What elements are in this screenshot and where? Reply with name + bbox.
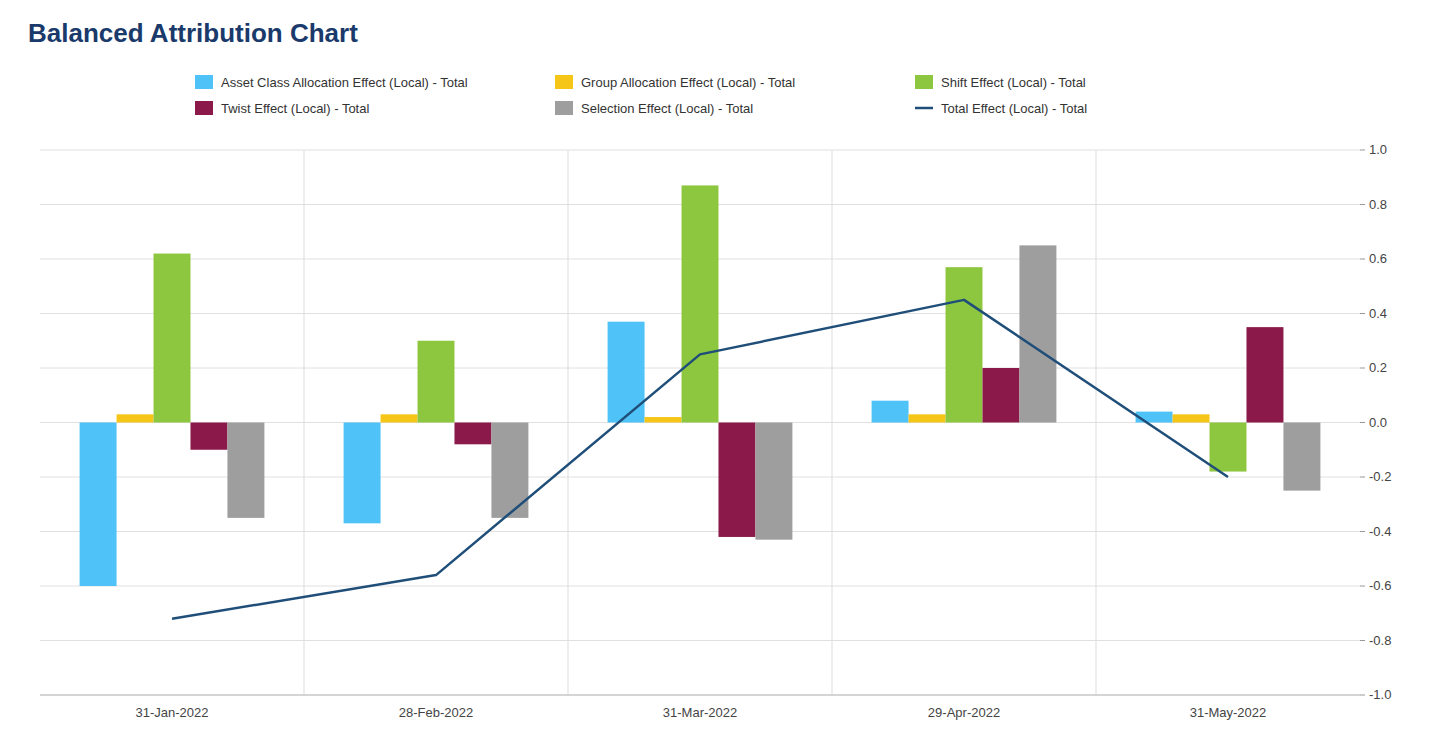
- y-tick-label: 0.4: [1369, 306, 1387, 321]
- bar: [946, 267, 983, 422]
- legend-item: Twist Effect (Local) - Total: [195, 101, 369, 116]
- x-axis: 31-Jan-2022 28-Feb-2022 31-Mar-2022 29-Apr-…: [40, 695, 1360, 720]
- legend-label: Twist Effect (Local) - Total: [221, 101, 369, 116]
- grid-line: [40, 531, 1360, 532]
- x-tick-label: 31-Mar-2022: [663, 705, 737, 720]
- y-tick: [1360, 586, 1365, 587]
- bar: [872, 401, 909, 423]
- legend-item: Selection Effect (Local) - Total: [555, 101, 753, 116]
- x-tick-label: 28-Feb-2022: [399, 705, 473, 720]
- bar: [454, 423, 491, 445]
- bar: [755, 423, 792, 540]
- chart: Balanced Attribution Chart -1.0 -0.8 -0.6 -0…: [0, 0, 1430, 750]
- y-tick-label: -1.0: [1369, 687, 1391, 702]
- y-tick: [1360, 368, 1365, 369]
- bar: [344, 423, 381, 524]
- bar: [909, 414, 946, 422]
- x-tick-label: 31-May-2022: [1190, 705, 1267, 720]
- line: [172, 300, 1228, 619]
- legend-swatch: [915, 107, 933, 110]
- group-separator: [1096, 150, 1097, 695]
- bar: [718, 423, 755, 537]
- title: Balanced Attribution Chart: [28, 18, 358, 48]
- legend: Asset Class Allocation Effect (Local) - …: [195, 75, 1087, 116]
- y-tick: [1360, 259, 1365, 260]
- plot-area: [80, 185, 1321, 618]
- grid-line: [40, 150, 1360, 151]
- grid-line: [40, 640, 1360, 641]
- group-separator: [832, 150, 833, 695]
- bar: [154, 254, 191, 423]
- y-tick: [1360, 204, 1365, 205]
- y-tick-label: -0.8: [1369, 633, 1391, 648]
- grid-line: [40, 695, 1360, 696]
- y-tick-label: -0.4: [1369, 524, 1391, 539]
- legend-label: Shift Effect (Local) - Total: [941, 75, 1086, 90]
- y-tick-label: 0.0: [1369, 415, 1387, 430]
- legend-swatch: [195, 101, 213, 115]
- y-tick: [1360, 477, 1365, 478]
- bar-series: [190, 327, 1283, 537]
- bar-series: [80, 322, 1173, 586]
- bar: [381, 414, 418, 422]
- legend-item: Shift Effect (Local) - Total: [915, 75, 1086, 90]
- bar: [190, 423, 227, 450]
- bar-series: [227, 245, 1320, 539]
- bar: [1019, 245, 1056, 422]
- bar: [227, 423, 264, 518]
- y-tick-label: 0.8: [1369, 197, 1387, 212]
- legend-swatch: [555, 75, 573, 89]
- y-tick-label: 1.0: [1369, 142, 1387, 157]
- legend-label: Selection Effect (Local) - Total: [581, 101, 753, 116]
- x-tick-label: 29-Apr-2022: [928, 705, 1000, 720]
- y-tick: [1360, 150, 1365, 151]
- y-axis: -1.0 -0.8 -0.6 -0.4 -0.2 0.0 0.2 0.4 0.6 0.8 1.0: [1360, 142, 1391, 702]
- bar: [645, 417, 682, 422]
- bar: [1173, 414, 1210, 422]
- bar: [982, 368, 1019, 423]
- y-tick-label: -0.2: [1369, 469, 1391, 484]
- x-axis-line: [40, 695, 1360, 696]
- bar: [418, 341, 455, 423]
- legend-item: Asset Class Allocation Effect (Local) - …: [195, 75, 468, 90]
- legend-label: Group Allocation Effect (Local) - Total: [581, 75, 795, 90]
- legend-label: Total Effect (Local) - Total: [941, 101, 1087, 116]
- legend-swatch: [915, 75, 933, 89]
- y-tick: [1360, 640, 1365, 641]
- x-tick-label: 31-Jan-2022: [136, 705, 209, 720]
- bar: [608, 322, 645, 423]
- group-separator: [304, 150, 305, 695]
- bar: [1246, 327, 1283, 422]
- bar: [1283, 423, 1320, 491]
- legend-item: Total Effect (Local) - Total: [915, 101, 1087, 116]
- legend-swatch: [555, 101, 573, 115]
- bar-series: [154, 185, 1247, 471]
- bar: [80, 423, 117, 587]
- legend-swatch: [195, 75, 213, 89]
- bar: [1210, 423, 1247, 472]
- y-tick-label: 0.6: [1369, 251, 1387, 266]
- y-tick-label: -0.6: [1369, 578, 1391, 593]
- grid: [40, 150, 1360, 695]
- y-tick-label: 0.2: [1369, 360, 1387, 375]
- group-separator: [568, 150, 569, 695]
- bar: [117, 414, 154, 422]
- y-tick: [1360, 313, 1365, 314]
- y-tick: [1360, 695, 1365, 696]
- grid-line: [40, 586, 1360, 587]
- y-tick: [1360, 531, 1365, 532]
- legend-label: Asset Class Allocation Effect (Local) - …: [221, 75, 468, 90]
- legend-item: Group Allocation Effect (Local) - Total: [555, 75, 795, 90]
- bar: [682, 185, 719, 422]
- y-tick: [1360, 422, 1365, 423]
- bar: [1136, 412, 1173, 423]
